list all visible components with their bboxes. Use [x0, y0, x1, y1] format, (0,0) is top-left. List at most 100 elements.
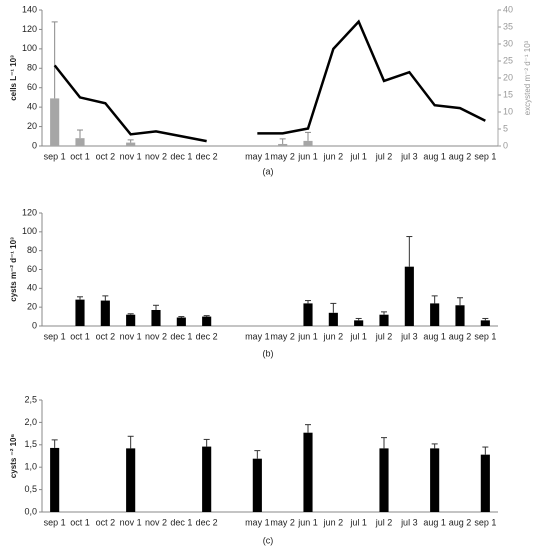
y-tick-label: 100: [22, 43, 37, 53]
x-tick-label: jun 2: [323, 331, 344, 341]
bar: [303, 432, 313, 512]
x-tick-label: jul 1: [349, 517, 367, 527]
x-tick-label: aug 1: [423, 331, 446, 341]
y-tick-label: 0: [32, 140, 37, 150]
x-tick-label: nov 2: [145, 331, 167, 341]
x-tick-label: sep 1: [474, 331, 496, 341]
x-tick-label: jul 1: [349, 151, 367, 161]
x-tick-label: nov 1: [120, 151, 142, 161]
x-tick-label: jul 3: [400, 517, 418, 527]
y-tick-label: 0: [32, 320, 37, 330]
bar: [202, 446, 212, 512]
y-tick-label: 2,5: [24, 394, 37, 404]
x-tick-label: jun 1: [297, 331, 318, 341]
y-tick-label: 140: [22, 4, 37, 14]
x-tick-label: dec 1: [170, 331, 192, 341]
x-tick-label: jun 2: [323, 151, 344, 161]
x-tick-label: dec 1: [170, 151, 192, 161]
y-tick-label: 1,0: [24, 462, 37, 472]
y-tick-label: 40: [27, 283, 37, 293]
y-tick-label: 60: [27, 82, 37, 92]
x-tick-label: aug 1: [423, 517, 446, 527]
y-tick-label: 80: [27, 245, 37, 255]
y-tick-label: 0,5: [24, 484, 37, 494]
y-tick-label: 40: [27, 102, 37, 112]
bar: [75, 299, 85, 326]
x-tick-label: nov 1: [120, 331, 142, 341]
y-tick-label: 0,0: [24, 506, 37, 516]
x-tick-label: sep 1: [44, 331, 66, 341]
x-tick-label: dec 2: [196, 517, 218, 527]
bar: [354, 320, 364, 326]
x-tick-label: oct 1: [70, 151, 90, 161]
panel-label: (b): [263, 348, 274, 358]
bar: [430, 448, 440, 512]
y-tick-label: 2,0: [24, 417, 37, 427]
y2-tick-label: 15: [503, 89, 513, 99]
y-axis-title: cells L⁻¹ 10³: [9, 55, 18, 101]
bar: [404, 266, 414, 326]
panel-label: (a): [263, 166, 274, 176]
y2-tick-label: 20: [503, 72, 513, 82]
x-tick-label: oct 2: [96, 517, 116, 527]
x-tick-label: jun 1: [297, 151, 318, 161]
y-axis-title: cysts m⁻² d⁻¹ 10³: [9, 237, 18, 302]
bar: [126, 142, 136, 146]
x-tick-label: dec 2: [196, 331, 218, 341]
y2-tick-label: 30: [503, 38, 513, 48]
x-tick-label: jun 2: [323, 517, 344, 527]
x-tick-label: aug 2: [449, 151, 472, 161]
x-tick-label: dec 2: [196, 151, 218, 161]
x-tick-label: jul 2: [375, 517, 393, 527]
x-tick-label: dec 1: [170, 517, 192, 527]
x-tick-label: oct 1: [70, 331, 90, 341]
y2-tick-label: 35: [503, 21, 513, 31]
y-tick-label: 120: [22, 207, 37, 217]
y2-tick-label: 0: [503, 140, 508, 150]
x-tick-label: nov 2: [145, 151, 167, 161]
x-tick-label: jul 2: [375, 151, 393, 161]
bar: [252, 458, 262, 512]
y-tick-label: 60: [27, 264, 37, 274]
y2-tick-label: 5: [503, 123, 508, 133]
y2-tick-label: 25: [503, 55, 513, 65]
y2-tick-label: 40: [503, 4, 513, 14]
x-tick-label: jul 3: [400, 331, 418, 341]
bar: [328, 312, 338, 326]
y-axis-title: cysts ⁻² 10⁶: [9, 433, 18, 478]
x-tick-label: sep 1: [44, 517, 66, 527]
y2-axis-title: excysted m⁻² d⁻¹ 10³: [523, 40, 532, 115]
y-tick-label: 20: [27, 302, 37, 312]
bar: [430, 303, 440, 326]
x-tick-label: may 2: [270, 151, 295, 161]
bar: [100, 300, 110, 326]
x-tick-label: may 1: [245, 331, 270, 341]
x-tick-label: may 2: [270, 517, 295, 527]
bar: [303, 303, 313, 326]
bar: [151, 309, 161, 326]
x-tick-label: may 1: [245, 151, 270, 161]
bar: [278, 143, 288, 146]
x-tick-label: jun 1: [297, 517, 318, 527]
bar: [455, 305, 465, 326]
x-tick-label: jul 2: [375, 331, 393, 341]
bar: [50, 98, 60, 146]
y-tick-label: 20: [27, 121, 37, 131]
x-tick-label: oct 2: [96, 151, 116, 161]
y-tick-label: 1,5: [24, 439, 37, 449]
bar: [379, 448, 389, 512]
bar: [480, 320, 490, 326]
bar: [480, 454, 490, 512]
x-tick-label: oct 2: [96, 331, 116, 341]
x-tick-label: sep 1: [474, 151, 496, 161]
panel-label: (c): [263, 535, 274, 545]
x-tick-label: aug 1: [423, 151, 446, 161]
x-tick-label: may 2: [270, 331, 295, 341]
bar: [126, 448, 136, 512]
x-tick-label: jul 1: [349, 331, 367, 341]
x-tick-label: nov 1: [120, 517, 142, 527]
y-tick-label: 80: [27, 63, 37, 73]
bar: [50, 447, 60, 512]
x-tick-label: aug 2: [449, 517, 472, 527]
